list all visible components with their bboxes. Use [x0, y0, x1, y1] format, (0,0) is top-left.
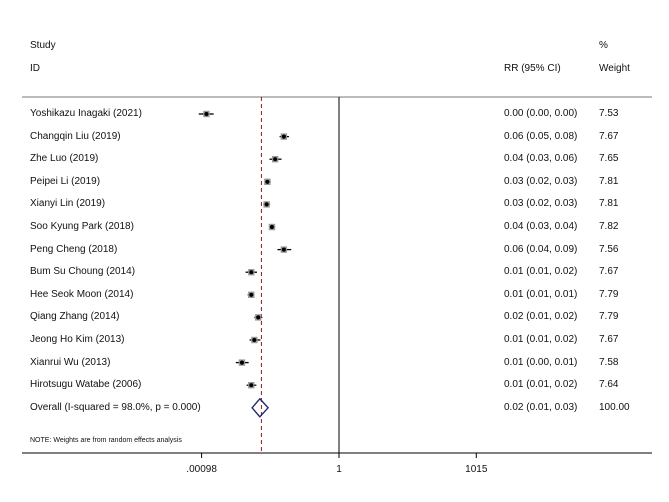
point-estimate — [204, 111, 209, 117]
point-estimate — [281, 247, 286, 252]
study-label: Soo Kyung Park (2018) — [30, 221, 134, 232]
weight-value: 7.79 — [599, 288, 619, 300]
point-estimate — [249, 270, 254, 275]
weight-value: 7.67 — [599, 266, 619, 278]
study-label: Xianyi Lin (2019) — [30, 198, 106, 210]
header-study: Study — [30, 40, 56, 51]
header-weight: Weight — [599, 63, 630, 74]
point-estimate — [265, 179, 270, 184]
rr-ci-value: 0.01 (0.00, 0.01) — [504, 356, 578, 368]
weight-value: 7.67 — [599, 130, 619, 142]
weight-value: 7.82 — [599, 221, 619, 232]
point-estimate — [281, 134, 286, 139]
weight-value: 7.81 — [599, 198, 619, 210]
overall-ci-value: 0.02 (0.01, 0.03) — [504, 401, 578, 413]
study-label: Changqin Liu (2019) — [30, 130, 121, 142]
weight-value: 7.67 — [599, 334, 619, 345]
rr-ci-value: 0.00 (0.00, 0.00) — [504, 108, 578, 119]
point-estimate — [249, 292, 254, 297]
rr-ci-value: 0.01 (0.01, 0.02) — [504, 266, 578, 278]
weight-value: 7.79 — [599, 311, 619, 323]
weight-value: 7.56 — [599, 243, 619, 255]
study-label: Xianrui Wu (2013) — [30, 356, 111, 368]
x-tick-label: 1015 — [465, 464, 488, 475]
rr-ci-value: 0.01 (0.01, 0.01) — [504, 288, 578, 300]
header-rr: RR (95% CI) — [504, 63, 561, 74]
point-estimate — [264, 202, 269, 207]
weight-value: 7.53 — [599, 108, 619, 119]
x-tick-label: .00098 — [186, 464, 217, 475]
study-label: Bum Su Choung (2014) — [30, 266, 136, 278]
overall-weight-value: 100.00 — [599, 401, 630, 413]
overall-diamond — [251, 397, 270, 418]
header-percent: % — [599, 40, 608, 51]
study-label: Qiang Zhang (2014) — [30, 311, 120, 323]
study-label: Jeong Ho Kim (2013) — [30, 334, 125, 345]
point-estimate — [249, 383, 254, 388]
point-estimate — [239, 360, 245, 365]
rr-ci-value: 0.01 (0.01, 0.02) — [504, 334, 578, 345]
weight-value: 7.64 — [599, 379, 619, 391]
study-label: Yoshikazu Inagaki (2021) — [30, 108, 142, 119]
rr-ci-value: 0.04 (0.03, 0.04) — [504, 221, 578, 232]
study-label: Hee Seok Moon (2014) — [30, 288, 134, 300]
point-estimate — [273, 157, 278, 162]
rr-ci-value: 0.03 (0.02, 0.03) — [504, 175, 578, 187]
rr-ci-value: 0.06 (0.05, 0.08) — [504, 130, 578, 142]
point-estimate — [269, 224, 275, 230]
weight-value: 7.65 — [599, 153, 619, 165]
point-estimate — [256, 315, 261, 320]
header-id: ID — [30, 63, 40, 74]
point-estimate — [252, 337, 257, 343]
study-label: Hirotsugu Watabe (2006) — [30, 379, 142, 391]
rr-ci-value: 0.06 (0.04, 0.09) — [504, 243, 578, 255]
rr-ci-value: 0.04 (0.03, 0.06) — [504, 153, 578, 165]
weight-value: 7.58 — [599, 356, 619, 368]
overall-label: Overall (I-squared = 98.0%, p = 0.000) — [30, 401, 201, 413]
x-tick-label: 1 — [336, 464, 342, 475]
study-label: Zhe Luo (2019) — [30, 153, 99, 165]
rr-ci-value: 0.02 (0.01, 0.02) — [504, 311, 578, 323]
rr-ci-value: 0.01 (0.01, 0.02) — [504, 379, 578, 391]
weight-value: 7.81 — [599, 175, 619, 187]
rr-ci-value: 0.03 (0.02, 0.03) — [504, 198, 578, 210]
study-label: Peng Cheng (2018) — [30, 243, 118, 255]
analysis-note: NOTE: Weights are from random effects an… — [30, 437, 182, 444]
study-label: Peipei Li (2019) — [30, 175, 101, 187]
